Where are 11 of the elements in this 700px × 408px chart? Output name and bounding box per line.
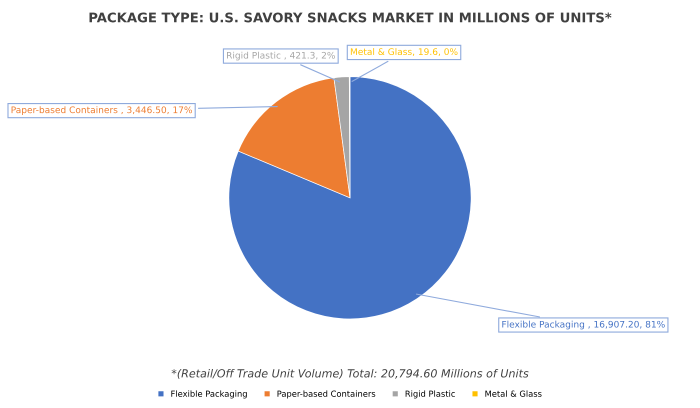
legend-label: Rigid Plastic: [406, 390, 455, 398]
data-label: Paper-based Containers , 3,446.50, 17%: [12, 106, 192, 115]
legend-label: Paper-based Containers: [278, 390, 376, 398]
legend-label: Flexible Packaging: [171, 390, 247, 398]
data-label: Flexible Packaging , 16,907.20, 81%: [502, 320, 665, 330]
chart-title: PACKAGE TYPE: U.S. SAVORY SNACKS MARKET IN MILLIONS OF UNITS*: [90, 12, 612, 22]
pie-slice: [228, 76, 472, 320]
data-label: Rigid Plastic , 421.3, 2%: [227, 52, 335, 60]
text: *(Retail/Off Trade Unit Volume) Total: 20,794.60 Millions of Units: [172, 368, 529, 379]
legend-label: Metal & Glass: [485, 390, 542, 397]
data-label: Metal & Glass, 19.6, 0%: [350, 48, 458, 56]
